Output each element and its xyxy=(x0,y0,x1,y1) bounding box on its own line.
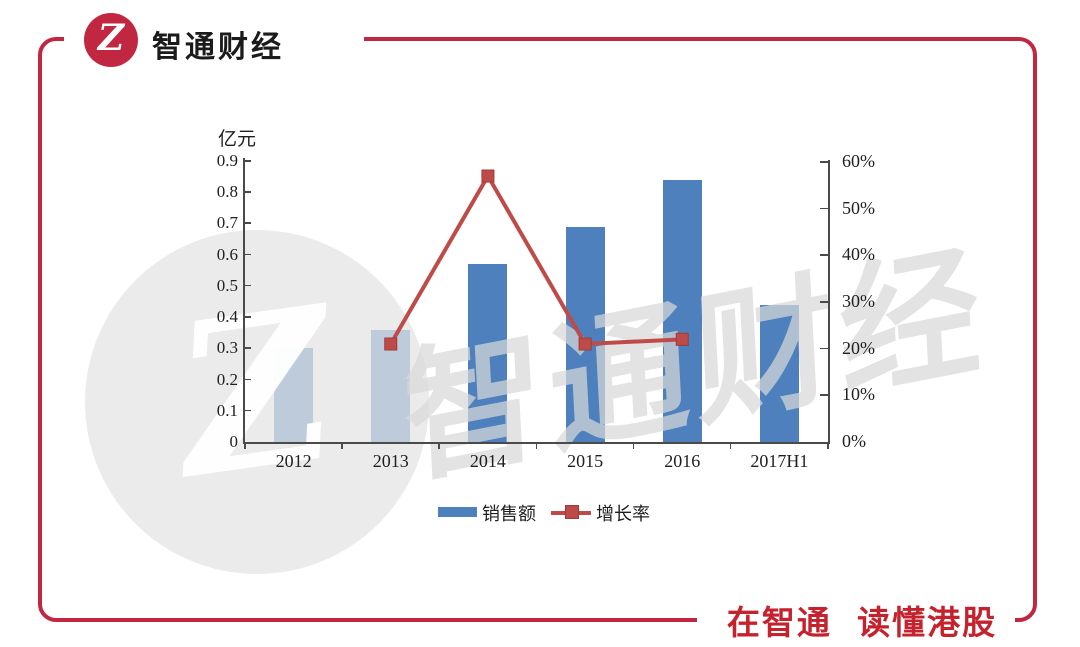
left-axis-unit-label: 亿元 xyxy=(218,129,257,150)
y-axis-tick-label: 0.4 xyxy=(216,307,238,327)
watermark-z-glyph: Z xyxy=(162,259,349,526)
x-axis-tick xyxy=(729,444,732,449)
y-axis-tick-label: 0.2 xyxy=(216,369,238,389)
growth-marker xyxy=(481,169,495,183)
right-axis-tick-label: 0% xyxy=(842,431,866,451)
x-axis-category-label: 2013 xyxy=(372,451,409,471)
legend-bar-swatch xyxy=(438,507,477,517)
y-axis-tick xyxy=(245,409,251,412)
y-axis-tick xyxy=(245,347,251,349)
right-axis-tick-label: 10% xyxy=(842,384,875,405)
x-axis-category-label: 2016 xyxy=(664,451,701,471)
right-axis-tick xyxy=(820,207,828,210)
y-axis-tick-label: 0.5 xyxy=(216,275,238,295)
x-axis-tick xyxy=(535,444,537,449)
y-axis-tick-label: 0.1 xyxy=(216,400,238,420)
x-axis-tick xyxy=(244,444,246,449)
sales-bar-2014 xyxy=(468,264,508,442)
y-axis-tick xyxy=(245,316,251,318)
right-axis-tick-label: 30% xyxy=(842,291,875,311)
brand-frame-border xyxy=(38,37,1037,622)
legend-line-marker xyxy=(565,505,579,519)
right-axis-tick-label: 60% xyxy=(842,151,875,171)
sales-bar-2017H1 xyxy=(759,304,799,442)
x-axis-tick xyxy=(341,444,343,449)
y-axis-tick-label: 0.8 xyxy=(216,182,238,202)
y-axis-tick-label: 0 xyxy=(229,432,239,451)
x-axis xyxy=(243,442,830,444)
legend-label-growth: 增长率 xyxy=(596,504,650,524)
right-axis-tick xyxy=(820,394,828,396)
sales-bar-2012 xyxy=(274,348,314,442)
y-axis-tick-label: 0.3 xyxy=(216,338,238,358)
right-axis-tick xyxy=(820,254,828,256)
y-axis-right xyxy=(828,160,830,444)
right-axis-tick-label: 40% xyxy=(842,244,875,265)
brand-title: 智通财经 xyxy=(152,31,284,64)
y-axis-tick xyxy=(245,160,251,162)
y-axis-tick xyxy=(245,253,251,256)
right-axis-tick xyxy=(820,161,828,163)
sales-bar-2015 xyxy=(565,226,605,442)
y-axis-tick xyxy=(245,222,251,224)
x-axis-tick xyxy=(438,444,440,449)
footer-slogan: 在智通 读懂港股 xyxy=(726,604,998,641)
y-axis-tick xyxy=(245,378,251,381)
x-axis-tick xyxy=(827,444,829,449)
right-axis-tick-label: 20% xyxy=(842,337,875,358)
right-axis-tick xyxy=(820,301,828,303)
legend-label-sales: 销售额 xyxy=(482,504,536,524)
growth-line xyxy=(389,172,683,347)
logo-z-glyph: Z xyxy=(97,17,125,59)
y-axis-left xyxy=(243,158,245,444)
brand-logo-icon: Z xyxy=(84,13,138,67)
x-axis-category-label: 2015 xyxy=(567,451,604,471)
x-axis-category-label: 2017H1 xyxy=(750,451,809,471)
sales-bar-2013 xyxy=(371,329,411,442)
x-axis-category-label: 2014 xyxy=(469,451,506,471)
x-axis-category-label: 2012 xyxy=(275,451,312,471)
right-axis-tick-label: 50% xyxy=(842,197,875,218)
sales-bar-2016 xyxy=(662,179,702,442)
y-axis-tick-label: 0.6 xyxy=(216,244,238,264)
y-axis-tick-label: 0.9 xyxy=(216,151,238,170)
y-axis-tick-label: 0.7 xyxy=(216,213,238,233)
x-axis-tick xyxy=(632,444,635,449)
right-axis-tick xyxy=(820,347,828,350)
y-axis-tick xyxy=(245,191,251,193)
y-axis-tick xyxy=(245,284,251,287)
